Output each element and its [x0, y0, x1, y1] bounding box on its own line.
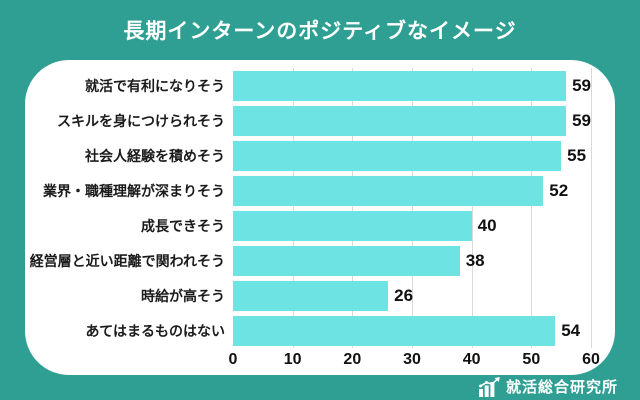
bar-chart: 就活で有利になりそう 59 スキルを身につけられそう 59 社会人経験を積めそう 55 業界…	[25, 68, 615, 372]
bar-track: 52	[233, 175, 591, 206]
gridline	[531, 68, 533, 348]
bar-row: 業界・職種理解が深まりそう 52	[25, 173, 615, 208]
gridline	[471, 68, 473, 348]
x-tick-label: 40	[462, 351, 481, 368]
bar-label: 社会人経験を積めそう	[85, 147, 225, 164]
bar-row: スキルを身につけられそう 59	[25, 103, 615, 138]
gridline	[292, 68, 294, 348]
bar-value: 38	[465, 250, 485, 270]
bar	[233, 280, 389, 311]
bar-track: 40	[233, 210, 591, 241]
bar-value: 54	[561, 320, 581, 340]
footer-brand: 就活総合研究所	[478, 376, 618, 397]
bar-row: あてはまるものはない 54	[25, 313, 615, 348]
bar-rows: 就活で有利になりそう 59 スキルを身につけられそう 59 社会人経験を積めそう 55 業界…	[25, 68, 615, 348]
bar-track: 59	[233, 105, 591, 136]
bar-row: 社会人経験を積めそう 55	[25, 138, 615, 173]
x-tick-label: 60	[582, 351, 600, 368]
chart-card: 就活で有利になりそう 59 スキルを身につけられそう 59 社会人経験を積めそう 55 業界…	[25, 60, 615, 375]
bar-value: 55	[567, 145, 587, 165]
bar-track: 38	[233, 245, 591, 276]
x-tick-label: 10	[283, 351, 302, 368]
brand-name: 就活総合研究所	[505, 379, 618, 396]
x-tick-label: 50	[522, 351, 541, 368]
bar-row: 時給が高そう 26	[25, 278, 615, 313]
bar	[233, 210, 472, 241]
bar-row: 就活で有利になりそう 59	[25, 68, 615, 103]
bar-value: 40	[477, 215, 497, 235]
bar-label: 就活で有利になりそう	[85, 77, 225, 94]
bar-label: 経営層と近い距離で関われそう	[29, 252, 225, 269]
bar-value: 26	[394, 285, 414, 305]
page-title: 長期インターンのポジティブなイメージ	[123, 20, 517, 43]
gridlines	[233, 68, 592, 348]
bar	[233, 175, 544, 206]
bar	[233, 140, 562, 171]
gridline	[352, 68, 354, 348]
x-tick-label: 30	[403, 351, 421, 368]
gridline	[412, 68, 413, 348]
bar-track: 54	[233, 315, 591, 346]
bar-label: 時給が高そう	[141, 287, 225, 304]
bar-track: 55	[233, 140, 591, 171]
gridline	[591, 68, 592, 348]
x-tick-label: 0	[228, 351, 238, 368]
x-axis: 0 10 20 30 40 50 60	[229, 348, 600, 372]
bar-row: 成長できそう 40	[25, 208, 615, 243]
bar	[233, 70, 567, 101]
bar-track: 26	[233, 280, 591, 311]
bar	[233, 105, 567, 136]
bar-row: 経営層と近い距離で関われそう 38	[25, 243, 615, 278]
bar-label: あてはまるものはない	[85, 322, 225, 339]
bar	[233, 315, 556, 346]
bar-value: 52	[549, 180, 569, 200]
bar	[233, 245, 460, 276]
bar-label: スキルを身につけられそう	[57, 112, 225, 129]
bar-value: 59	[572, 110, 591, 130]
x-tick-label: 20	[343, 351, 362, 368]
bar-label: 成長できそう	[141, 217, 225, 234]
bar-label: 業界・職種理解が深まりそう	[43, 182, 225, 199]
bar-chart-logo-icon	[478, 376, 500, 397]
bar-value: 59	[572, 75, 591, 95]
bar-track: 59	[233, 70, 591, 101]
